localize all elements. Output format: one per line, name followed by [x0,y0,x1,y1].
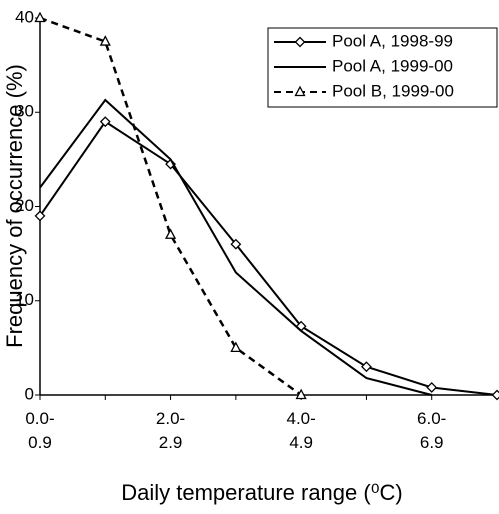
y-tick-label: 10 [15,290,34,309]
data-point [361,361,372,373]
y-tick-label: 40 [15,7,34,26]
data-point [230,238,242,250]
data-point [426,382,438,393]
data-point [34,11,46,23]
y-tick-label: 20 [15,196,34,215]
x-tick-label: 0.0- 0.9 [25,409,55,452]
y-tick-label: 0 [25,384,34,403]
legend-marker [294,85,306,97]
legend-label: Pool B, 1999-00 [332,81,454,100]
data-point [491,389,499,401]
legend: Pool A, 1998-99 Pool A, 1999-00 Pool B, 19… [267,27,498,108]
x-axis-title: Daily temperature range (⁰C) [121,480,402,505]
x-tick-label: 2.0- 2.9 [155,409,186,452]
series-line [39,120,498,396]
data-point [34,210,46,222]
legend-label: Pool A, 1999-00 [332,56,453,75]
legend-marker [294,36,306,48]
x-tick-label: 6.0- 6.9 [417,409,447,452]
data-point [99,35,111,46]
x-tick-label: 4.0- 4.9 [286,409,316,452]
data-point [295,388,307,400]
y-tick-label: 30 [15,102,34,121]
y-axis-title: Frequency of occurrence (%) [2,64,27,348]
data-point [164,228,177,239]
data-point [99,116,111,128]
data-point [230,341,242,353]
series-line [39,16,302,397]
legend-label: Pool A, 1998-99 [332,31,453,50]
series-line [39,98,432,396]
